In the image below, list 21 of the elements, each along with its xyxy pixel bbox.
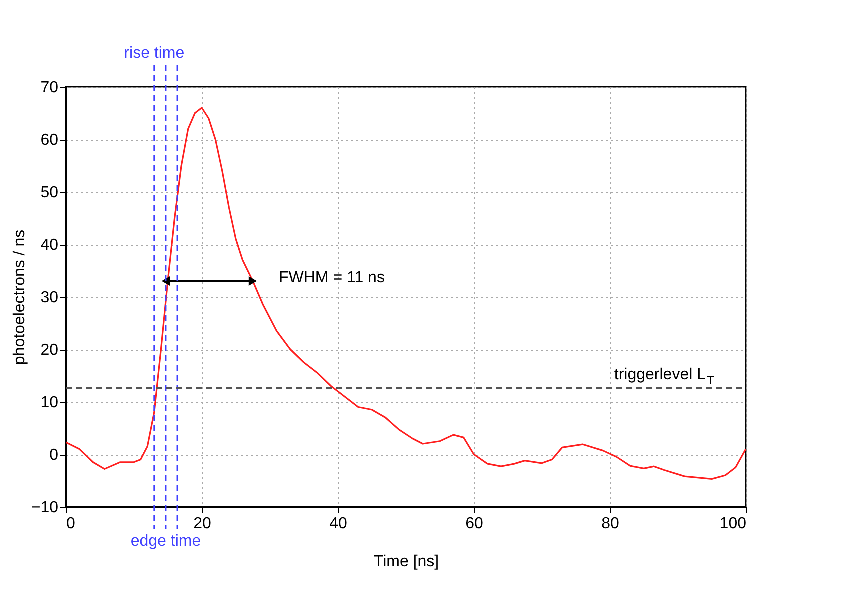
y-tick-label: 0 [50,447,59,464]
x-tick-label: 60 [466,516,484,532]
line-series [66,107,746,480]
y-tick-label: 20 [40,342,59,359]
y-axis-title: photoelectrons / ns [11,230,28,366]
y-tick-label: 50 [40,184,59,202]
x-tick-label: 0 [66,516,76,532]
annotation: FWHM = 11 ns [279,269,385,286]
x-axis-title: Time [ns] [374,554,440,570]
y-tick-label: 60 [40,132,59,149]
y-tick-label: 40 [40,237,59,254]
y-tick-label: 10 [40,394,59,412]
x-tick-label: 80 [602,516,620,532]
y-tick-label: 30 [40,290,59,306]
ref-line-label: edge time [130,533,202,550]
y-tick-label: −10 [31,500,59,516]
x-tick-label: 40 [330,516,348,532]
x-tick-label: 100 [720,516,747,532]
ref-line-label: rise time [124,45,185,62]
y-tick-label: 70 [40,80,59,96]
x-tick-label: 20 [194,516,212,532]
